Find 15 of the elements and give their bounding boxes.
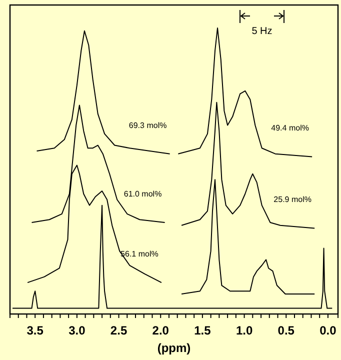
series-label: 61.0 mol% <box>124 189 162 198</box>
text: 69.3 mol% <box>128 120 167 130</box>
x-tick-label: 0.5 <box>278 324 295 338</box>
series-label: 56.1 mol% <box>120 250 158 259</box>
x-tick-label: 0.0 <box>320 324 337 338</box>
annotation: 5 Hz <box>252 26 272 37</box>
x-tick-label: 1.0 <box>236 324 253 338</box>
series-label: 49.4 mol% <box>271 124 309 133</box>
x-tick-label: 1.5 <box>194 324 212 338</box>
x-tick-label: 2.5 <box>110 324 128 338</box>
x-tick-label: 3.5 <box>26 324 44 338</box>
series-label: 25.9 mol% <box>274 195 312 204</box>
x-tick-label: 2.0 <box>152 324 170 338</box>
x-axis-title: (ppm) <box>157 341 191 355</box>
x-tick-label: 3.0 <box>68 324 86 338</box>
